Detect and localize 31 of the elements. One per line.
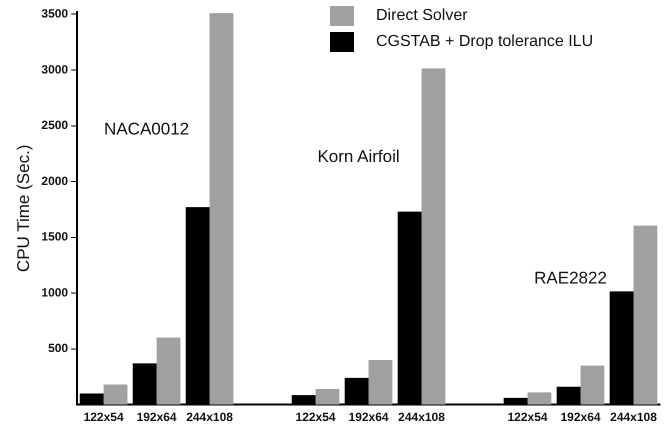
bar [580,366,604,405]
x-tick-label: 122x54 [296,410,336,424]
y-tick-label: 1500 [41,230,68,244]
x-tick-label: 244x108 [398,410,446,424]
bar [368,360,392,405]
bar [104,384,128,405]
y-tick-label: 2500 [41,118,68,132]
bar [210,13,234,405]
x-tick-label: 192x64 [136,410,177,424]
y-tick-label: 3500 [41,6,68,21]
y-tick-label: 3000 [41,62,68,76]
x-tick-label: 244x108 [186,410,234,424]
y-tick-label: 500 [48,341,68,356]
bar [422,68,446,405]
bar [156,338,180,405]
x-tick-label: 122x54 [84,410,124,424]
x-tick-label: 192x64 [560,410,601,424]
annotation: RAE2822 [534,268,607,288]
y-tick-label: 2000 [41,174,68,188]
legend-label: Direct Solver [376,7,468,25]
bar [316,388,340,405]
x-tick-label: 192x64 [348,410,389,424]
x-tick-label: 244x108 [610,410,658,424]
annotation: NACA0012 [104,119,190,138]
y-axis-title: CPU Time (Sec.) [14,144,33,272]
x-tick-label: 122x54 [508,410,548,424]
bar [528,392,552,405]
y-tick-label: 1000 [41,285,68,300]
annotation: Korn Airfoil [317,146,400,166]
legend-label: CGSTAB + Drop tolerance ILU [376,33,594,51]
bar [634,226,658,405]
